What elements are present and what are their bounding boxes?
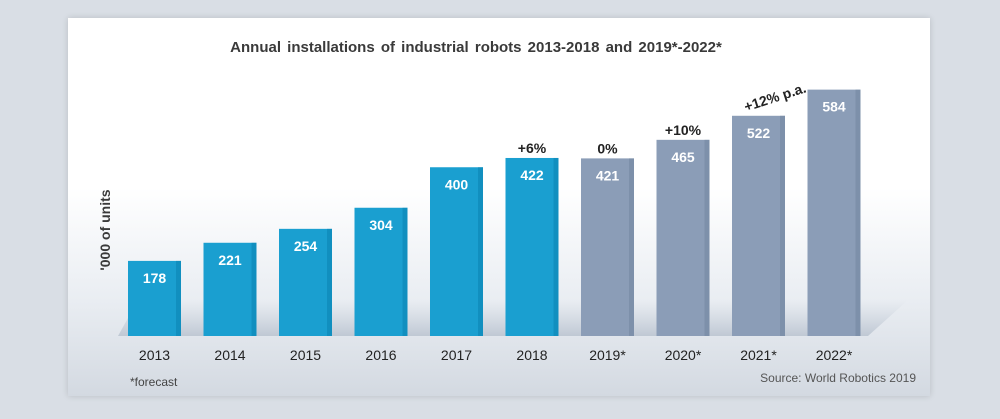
x-tick-2021-forecast: 2021* <box>740 347 777 363</box>
bar-shade-2014 <box>251 242 257 336</box>
value-label-2013: 178 <box>143 270 167 286</box>
footnote: *forecast <box>130 375 178 389</box>
source-note: Source: World Robotics 2019 <box>760 371 916 385</box>
bar-2014 <box>203 242 257 336</box>
growth-annotation-2020-forecast: +10% <box>665 122 702 138</box>
growth-annotation-2018: +6% <box>518 140 547 156</box>
x-tick-2022-forecast: 2022* <box>816 347 853 363</box>
bar-shade-2015 <box>327 228 332 336</box>
value-label-2014: 221 <box>218 252 242 268</box>
bar-shade-2021-forecast <box>780 115 785 336</box>
value-label-2018: 422 <box>520 167 544 183</box>
value-label-2020-forecast: 465 <box>671 149 695 165</box>
bar-shade-2020-forecast <box>704 139 710 336</box>
bar-2017 <box>430 167 483 336</box>
value-label-2019-forecast: 421 <box>596 167 620 183</box>
value-label-2016: 304 <box>369 217 393 233</box>
bar-shade-2019-forecast <box>629 158 634 336</box>
bar-shade-2022-forecast <box>855 89 861 336</box>
bar-2013 <box>128 260 181 336</box>
chart: Annual installations of industrial robot… <box>97 39 916 389</box>
bar-2022-forecast <box>807 89 861 336</box>
value-label-2022-forecast: 584 <box>822 99 846 115</box>
x-tick-2013: 2013 <box>139 347 170 363</box>
value-label-2021-forecast: 522 <box>747 125 771 141</box>
bar-2021-forecast <box>732 115 785 336</box>
x-tick-2015: 2015 <box>290 347 321 363</box>
value-label-2015: 254 <box>294 238 318 254</box>
x-tick-2020-forecast: 2020* <box>665 347 702 363</box>
bar-shade-2017 <box>478 167 483 336</box>
x-tick-2017: 2017 <box>441 347 472 363</box>
growth-annotation-2021-forecast: +12% p.a. <box>742 79 808 114</box>
bar-2016 <box>354 207 408 336</box>
chart-title: Annual installations of industrial robot… <box>230 39 722 56</box>
bar-shade-2016 <box>402 207 408 336</box>
value-label-2017: 400 <box>445 176 469 192</box>
bar-2020-forecast <box>656 139 710 336</box>
bar-shade-2013 <box>176 260 181 336</box>
bar-2015 <box>279 228 332 336</box>
bar-2019-forecast <box>581 158 634 336</box>
x-tick-2014: 2014 <box>214 347 245 363</box>
chart-card: Annual installations of industrial robot… <box>68 18 930 396</box>
x-tick-2016: 2016 <box>365 347 396 363</box>
y-axis-label: '000 of units <box>97 189 113 270</box>
x-tick-2018: 2018 <box>516 347 547 363</box>
x-tick-2019-forecast: 2019* <box>589 347 626 363</box>
bar-2018 <box>505 157 559 336</box>
bar-shade-2018 <box>553 157 559 336</box>
growth-annotation-2019-forecast: 0% <box>597 140 618 156</box>
